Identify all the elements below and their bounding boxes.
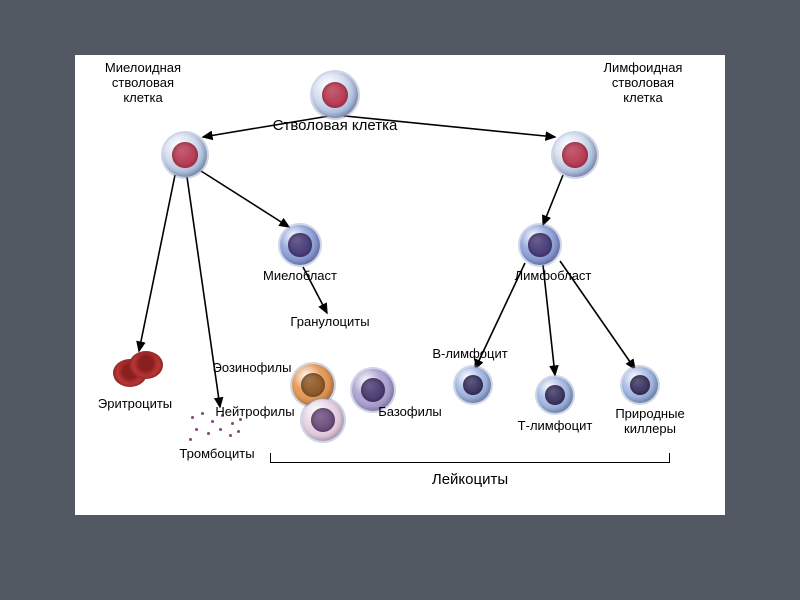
diagram-panel: Стволовая клетка Миелоидная стволовая кл… [75,55,725,515]
label-neutrophils: Нейтрофилы [215,405,294,420]
cell-lymphoblast [520,225,560,265]
label-lymphoid-stem: Лимфоидная стволовая клетка [604,61,683,106]
cell-b_lymph [455,367,491,403]
label-t-lymphocyte: Т-лимфоцит [518,419,593,434]
label-thrombocytes: Тромбоциты [179,447,254,462]
label-stem: Стволовая клетка [273,117,398,134]
label-b-lymphocyte: В-лимфоцит [432,347,507,362]
leukocytes-bracket [270,453,670,463]
cell-stem [312,72,358,118]
label-granulocytes: Гранулоциты [290,315,369,330]
label-myeloid-stem: Миелоидная стволовая клетка [105,61,181,106]
label-eosinophils: Эозинофилы [213,361,292,376]
label-erythrocytes: Эритроциты [98,397,172,412]
arrows-layer [75,55,725,515]
label-leukocytes: Лейкоциты [432,471,508,488]
cell-myeloblast [280,225,320,265]
cell-t_lymph [537,377,573,413]
cell-myeloid_stem [163,133,207,177]
cell-neutrophil [302,399,344,441]
cell-lymphoid_stem [553,133,597,177]
cell-nk [622,367,658,403]
label-nk: Природные киллеры [615,407,684,437]
label-lymphoblast: Лимфобласт [515,269,592,284]
label-myeloblast: Миелобласт [263,269,337,284]
label-basophils: Базофилы [378,405,442,420]
